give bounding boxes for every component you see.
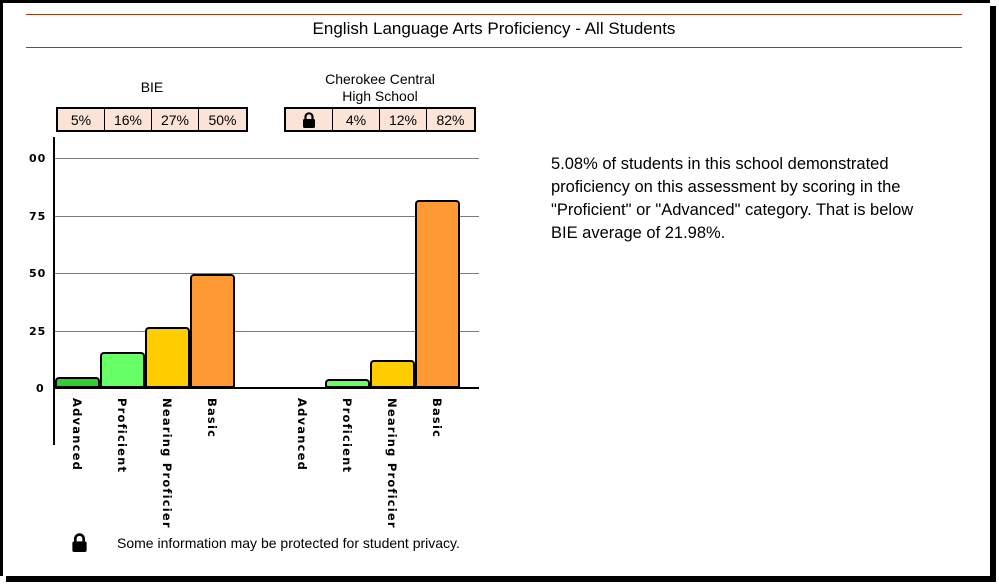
y-tick-75: 75: [29, 210, 47, 223]
percent-cell-proficient: 4%: [333, 109, 380, 130]
bar-bie-proficient: [100, 352, 145, 388]
y-tick-25: 25: [29, 325, 47, 338]
bar-cherokee-basic: [415, 200, 460, 388]
group-label-bie: BIE: [56, 79, 248, 96]
y-tick-100: 00: [29, 152, 47, 165]
y-axis: [53, 137, 55, 445]
gridline-100: [55, 158, 479, 159]
x-label-bie-basic: Basic: [205, 398, 219, 439]
percent-cell-basic: 82%: [427, 109, 474, 130]
percent-cell-advanced: [286, 109, 333, 130]
group-label-cherokee: Cherokee Central High School: [284, 71, 476, 105]
report-frame: [0, 0, 990, 576]
gridline-25: [55, 331, 479, 332]
title-rule-top: [26, 14, 962, 15]
chart-title: English Language Arts Proficiency - All …: [312, 19, 676, 38]
gridline-75: [55, 216, 479, 217]
x-label-cherokee-nearing: Nearing Proficier: [385, 398, 399, 528]
percent-cell-proficient: 16%: [105, 109, 152, 130]
summary-text: 5.08% of students in this school demonst…: [551, 155, 914, 242]
y-tick-0: 0: [36, 382, 45, 395]
title-rule-bottom: [26, 47, 962, 48]
x-label-cherokee-advanced: Advanced: [295, 398, 309, 472]
group-label-line: Cherokee Central: [325, 71, 435, 87]
x-axis: [53, 387, 479, 389]
privacy-note: Some information may be protected for st…: [117, 535, 460, 551]
x-label-cherokee-basic: Basic: [430, 398, 444, 439]
bar-cherokee-nearing: [370, 360, 415, 388]
bar-bie-nearing: [145, 327, 190, 388]
percent-cell-nearing: 27%: [152, 109, 199, 130]
percent-table-cherokee: 4% 12% 82%: [284, 107, 476, 132]
x-label-bie-proficient: Proficient: [115, 398, 129, 474]
x-label-bie-advanced: Advanced: [70, 398, 84, 472]
percent-cell-nearing: 12%: [380, 109, 427, 130]
lock-icon: [303, 111, 315, 128]
lock-icon: [72, 533, 87, 552]
bar-bie-basic: [190, 274, 235, 388]
group-label-line: High School: [342, 88, 418, 104]
x-label-cherokee-proficient: Proficient: [340, 398, 354, 474]
gridline-50: [55, 273, 479, 274]
x-label-bie-nearing: Nearing Proficier: [160, 398, 174, 528]
y-tick-50: 50: [29, 267, 47, 280]
percent-cell-advanced: 5%: [58, 109, 105, 130]
percent-table-bie: 5% 16% 27% 50%: [56, 107, 248, 132]
percent-cell-basic: 50%: [199, 109, 246, 130]
group-label-line: BIE: [140, 79, 164, 95]
